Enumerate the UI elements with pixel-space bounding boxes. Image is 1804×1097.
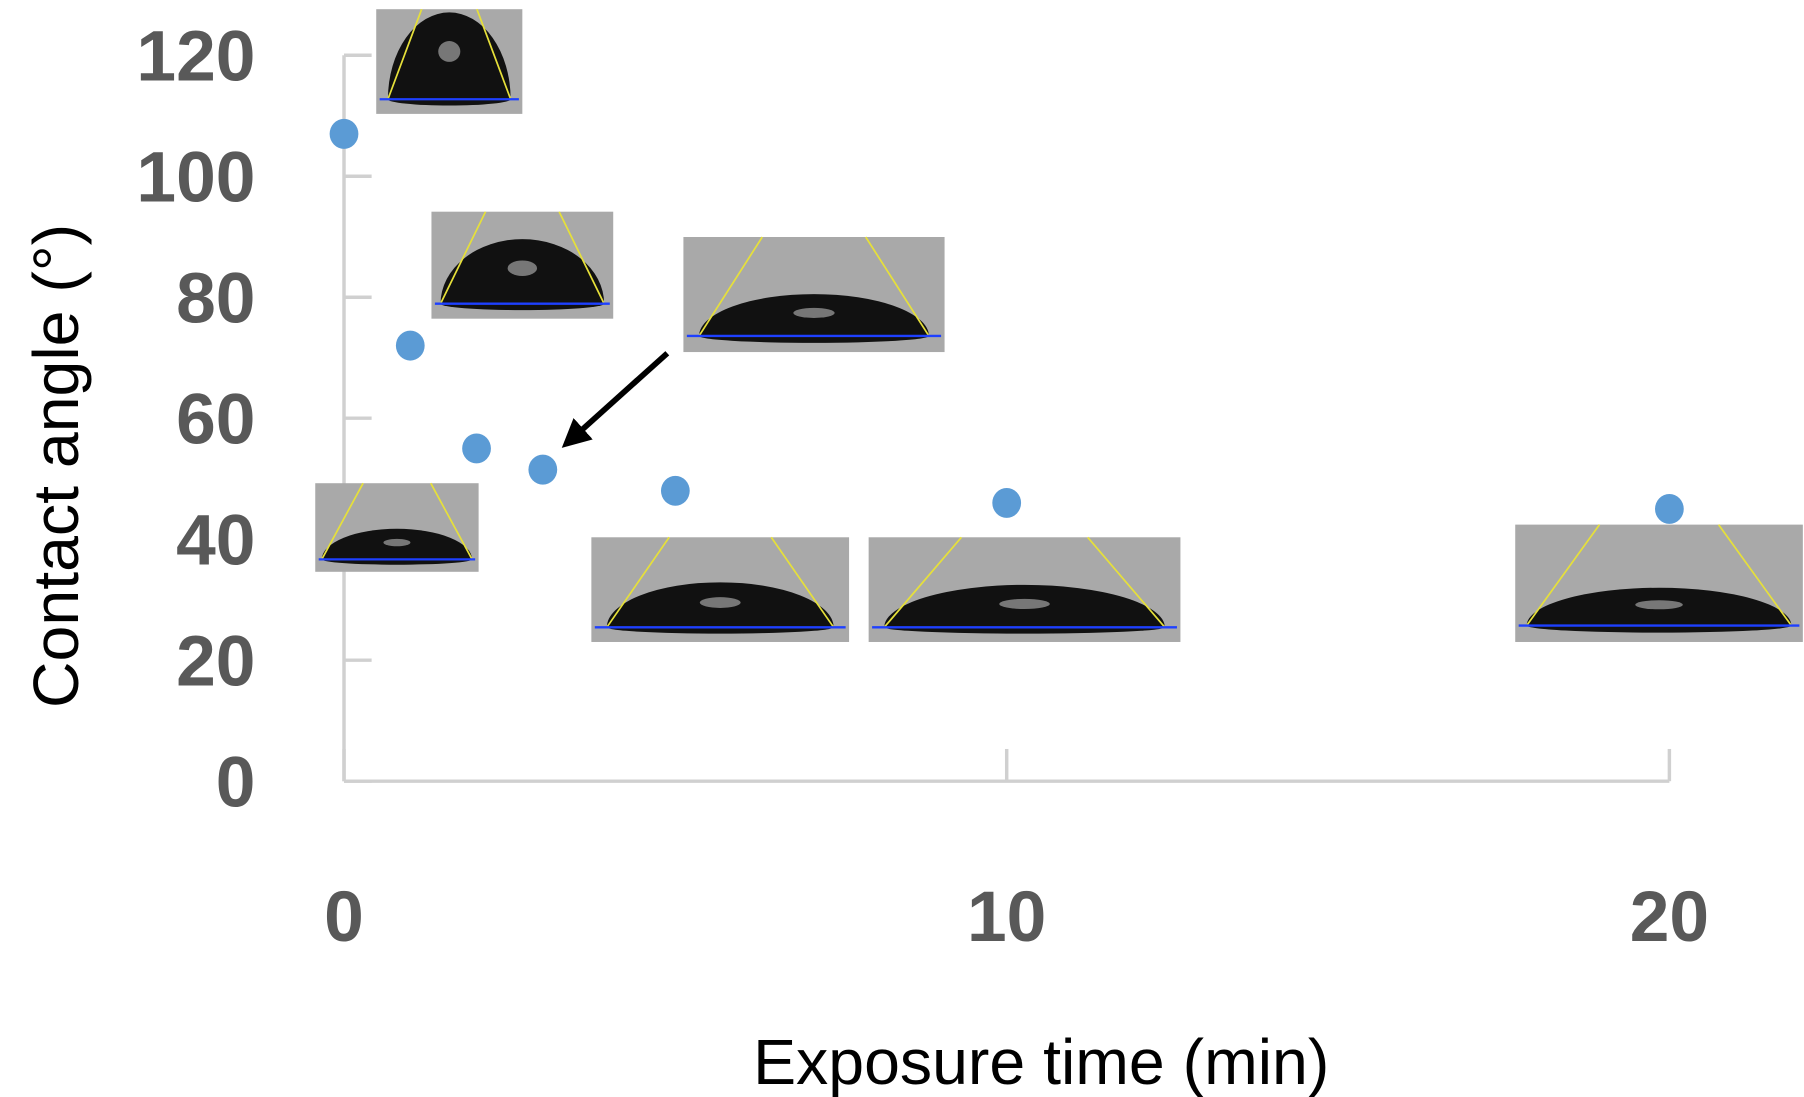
y-tick-label: 60 — [176, 380, 255, 460]
droplet — [699, 294, 929, 343]
tangent — [864, 236, 930, 337]
y-tick-label: 40 — [176, 501, 255, 581]
points — [329, 118, 1684, 524]
y-tick-label: 0 — [216, 742, 256, 822]
x-tick-label: 0 — [324, 877, 364, 957]
tangent — [1087, 536, 1166, 628]
point — [329, 118, 359, 149]
tangent — [883, 536, 963, 628]
droplet — [1526, 587, 1792, 633]
droplet-image — [591, 536, 850, 642]
tangent — [606, 536, 670, 628]
tangent — [387, 8, 423, 100]
y-tick-label: 120 — [136, 17, 255, 97]
highlight — [1635, 600, 1683, 610]
highlight — [438, 41, 461, 62]
point — [660, 475, 690, 506]
x-tick-label: 10 — [967, 877, 1046, 957]
tangent — [476, 8, 512, 100]
tangent — [321, 482, 364, 560]
highlight — [999, 598, 1050, 610]
droplet — [884, 584, 1165, 634]
droplet-image — [376, 8, 523, 114]
droplet-images — [315, 8, 1803, 642]
axes: 0 20 40 60 80 100 120 0 10 20 — [136, 17, 1709, 958]
droplet-image — [868, 536, 1181, 642]
y-tick-label: 100 — [136, 138, 255, 218]
x-tick-label: 20 — [1630, 877, 1709, 957]
droplet-image — [315, 482, 479, 572]
point — [395, 330, 425, 361]
tangent — [698, 236, 764, 337]
highlight — [699, 597, 741, 608]
point — [462, 433, 491, 464]
point — [1655, 493, 1684, 524]
highlight — [793, 307, 835, 318]
y-tick-label: 20 — [176, 622, 255, 702]
tangent — [439, 211, 487, 305]
y-axis-title: Contact angle (°) — [20, 224, 92, 708]
tangent — [770, 536, 835, 628]
point — [528, 454, 558, 485]
highlight — [383, 538, 411, 547]
droplet-image — [1515, 524, 1803, 642]
tangent — [429, 482, 473, 560]
tangent — [1526, 524, 1601, 627]
point — [992, 487, 1022, 518]
tangent — [558, 211, 605, 305]
y-tick-label: 80 — [176, 259, 255, 339]
highlight — [507, 260, 538, 276]
tangent — [1717, 524, 1793, 627]
arrow — [561, 351, 670, 448]
droplet-image — [431, 211, 614, 319]
x-axis-title: Exposure time (min) — [753, 1026, 1329, 1097]
droplet — [321, 528, 473, 565]
droplet-image — [683, 236, 945, 353]
